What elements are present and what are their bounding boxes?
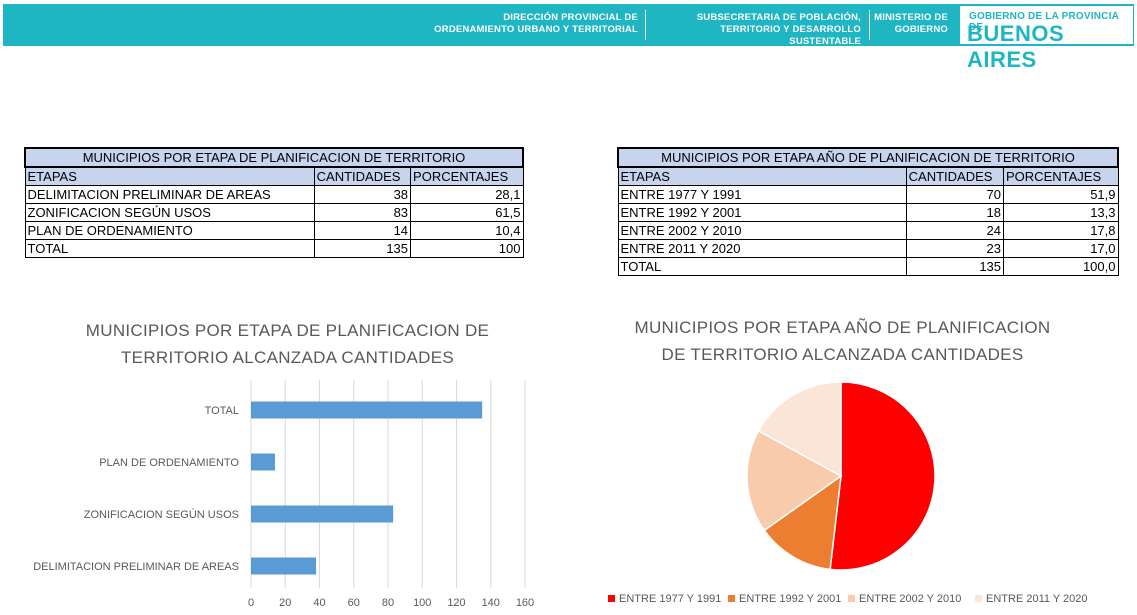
x-tick-label: 40 bbox=[313, 597, 325, 609]
bar-chart-title-line2: TERRITORIO ALCANZADA CANTIDADES bbox=[121, 348, 454, 367]
bar bbox=[251, 505, 394, 523]
pie-slice bbox=[746, 429, 843, 532]
header-etapas: ETAPAS bbox=[617, 166, 907, 186]
bar bbox=[251, 401, 483, 419]
cell-etapa: ENTRE 2002 Y 2010 bbox=[617, 221, 907, 240]
direccion-line1: DIRECCIÓN PROVINCIAL DE bbox=[503, 12, 638, 23]
cell-porcentaje: 13,3 bbox=[1003, 203, 1119, 222]
cell-porcentaje: 10,4 bbox=[410, 221, 524, 240]
cell-cantidad: 135 bbox=[905, 257, 1005, 276]
legend-label: ENTRE 1977 Y 1991 bbox=[619, 593, 721, 605]
subsecretaria-label: SUBSECRETARIA DE POBLACIÓN, TERRITORIO Y… bbox=[648, 12, 861, 48]
direccion-line2: ORDENAMIENTO URBANO Y TERRITORIAL bbox=[434, 24, 638, 35]
legend-swatch bbox=[975, 595, 982, 602]
logo-big-text: BUENOS AIRES bbox=[967, 21, 1065, 72]
legend-label: ENTRE 1992 Y 2001 bbox=[739, 593, 841, 605]
cell-etapa: TOTAL bbox=[24, 239, 315, 258]
x-tick-label: 160 bbox=[516, 597, 534, 609]
cell-etapa: DELIMITACION PRELIMINAR DE AREAS bbox=[24, 185, 315, 204]
x-tick-label: 80 bbox=[382, 597, 394, 609]
pie-slice bbox=[829, 381, 936, 571]
bar-chart-title: MUNICIPIOS POR ETAPA DE PLANIFICACION DE… bbox=[40, 317, 535, 371]
cell-porcentaje: 61,5 bbox=[410, 203, 524, 222]
table-row: PLAN DE ORDENAMIENTO 14 10,4 bbox=[24, 221, 524, 240]
bar-chart: 0 20 40 60 80 100 120 140 160 DELIMITACION PRELIM… bbox=[33, 380, 534, 609]
table-etapa-anio-planificacion: MUNICIPIOS POR ETAPA AÑO DE PLANIFICACIO… bbox=[617, 147, 1119, 276]
buenos-aires-logo: GOBIERNO DE LA PROVINCIA DE BUENOS AIRES bbox=[960, 6, 1133, 72]
y-category-label: TOTAL bbox=[205, 405, 239, 417]
pie-slice bbox=[763, 474, 842, 571]
legend-label: ENTRE 2011 Y 2020 bbox=[986, 593, 1088, 605]
x-tick-label: 0 bbox=[248, 597, 254, 609]
cell-etapa: ENTRE 1992 Y 2001 bbox=[617, 203, 907, 222]
header-cantidades: CANTIDADES bbox=[313, 166, 412, 186]
cell-porcentaje: 17,0 bbox=[1003, 239, 1119, 258]
subsecretaria-line2: TERRITORIO Y DESARROLLO SUSTENTABLE bbox=[720, 24, 861, 47]
legend-label: ENTRE 2002 Y 2010 bbox=[859, 593, 961, 605]
cell-porcentaje: 17,8 bbox=[1003, 221, 1119, 240]
ministerio-label: MINISTERIO DE GOBIERNO bbox=[871, 12, 948, 36]
subsecretaria-line1: SUBSECRETARIA DE POBLACIÓN, bbox=[696, 12, 861, 23]
cell-etapa: ENTRE 2011 Y 2020 bbox=[617, 239, 907, 258]
table-row: ENTRE 1977 Y 1991 70 51,9 bbox=[617, 185, 1119, 204]
header-etapas: ETAPAS bbox=[24, 166, 315, 186]
bar-chart-title-line1: MUNICIPIOS POR ETAPA DE PLANIFICACION DE bbox=[85, 321, 490, 340]
table-title: MUNICIPIOS POR ETAPA DE PLANIFICACION DE… bbox=[24, 147, 524, 168]
x-tick-label: 20 bbox=[279, 597, 291, 609]
y-category-label: PLAN DE ORDENAMIENTO bbox=[99, 457, 239, 469]
bar bbox=[251, 453, 275, 471]
table-row-total: TOTAL 135 100,0 bbox=[617, 257, 1119, 276]
direccion-label: DIRECCIÓN PROVINCIAL DE ORDENAMIENTO URB… bbox=[423, 12, 638, 36]
logo-small-text: GOBIERNO DE LA PROVINCIA DE bbox=[969, 11, 1119, 33]
table-title: MUNICIPIOS POR ETAPA AÑO DE PLANIFICACIO… bbox=[617, 147, 1119, 168]
cell-etapa: PLAN DE ORDENAMIENTO bbox=[24, 221, 315, 240]
x-tick-label: 60 bbox=[348, 597, 360, 609]
header-divider bbox=[869, 10, 870, 40]
legend-swatch bbox=[728, 595, 735, 602]
x-tick-label: 120 bbox=[447, 597, 465, 609]
table-row: ENTRE 2011 Y 2020 23 17,0 bbox=[617, 239, 1119, 258]
header-porcentajes: PORCENTAJES bbox=[1003, 166, 1119, 186]
cell-porcentaje: 100,0 bbox=[1003, 257, 1119, 276]
header-band: DIRECCIÓN PROVINCIAL DE ORDENAMIENTO URB… bbox=[3, 4, 1134, 72]
cell-cantidad: 14 bbox=[313, 221, 412, 240]
table-row-total: TOTAL 135 100 bbox=[24, 239, 524, 258]
pie-chart: ENTRE 1977 Y 1991 ENTRE 1992 Y 2001 ENTRE … bbox=[608, 381, 1088, 605]
cell-cantidad: 24 bbox=[905, 221, 1005, 240]
header-cantidades: CANTIDADES bbox=[905, 166, 1005, 186]
table-row: ENTRE 2002 Y 2010 24 17,8 bbox=[617, 221, 1119, 240]
cell-porcentaje: 28,1 bbox=[410, 185, 524, 204]
cell-porcentaje: 51,9 bbox=[1003, 185, 1119, 204]
cell-cantidad: 83 bbox=[313, 203, 412, 222]
pie-chart-title: MUNICIPIOS POR ETAPA AÑO DE PLANIFICACIO… bbox=[590, 314, 1095, 368]
table-etapa-planificacion: MUNICIPIOS POR ETAPA DE PLANIFICACION DE… bbox=[24, 147, 524, 258]
y-category-label: DELIMITACION PRELIMINAR DE AREAS bbox=[33, 561, 239, 573]
table-row: ENTRE 1992 Y 2001 18 13,3 bbox=[617, 203, 1119, 222]
table-row: ZONIFICACION SEGÚN USOS 83 61,5 bbox=[24, 203, 524, 222]
y-category-label: ZONIFICACION SEGÚN USOS bbox=[84, 508, 239, 521]
cell-etapa: TOTAL bbox=[617, 257, 907, 276]
x-tick-label: 140 bbox=[482, 597, 500, 609]
cell-etapa: ENTRE 1977 Y 1991 bbox=[617, 185, 907, 204]
cell-etapa: ZONIFICACION SEGÚN USOS bbox=[24, 203, 315, 222]
legend-swatch bbox=[848, 595, 855, 602]
cell-cantidad: 18 bbox=[905, 203, 1005, 222]
legend-swatch bbox=[608, 595, 615, 602]
cell-cantidad: 135 bbox=[313, 239, 412, 258]
cell-porcentaje: 100 bbox=[410, 239, 524, 258]
header-porcentajes: PORCENTAJES bbox=[410, 166, 524, 186]
cell-cantidad: 38 bbox=[313, 185, 412, 204]
pie-chart-title-line2: DE TERRITORIO ALCANZADA CANTIDADES bbox=[661, 345, 1024, 364]
bar bbox=[251, 557, 317, 575]
ministerio-line1: MINISTERIO DE bbox=[874, 12, 948, 23]
cell-cantidad: 23 bbox=[905, 239, 1005, 258]
pie-slice bbox=[757, 381, 842, 478]
ministerio-line2: GOBIERNO bbox=[894, 24, 948, 35]
table-row: DELIMITACION PRELIMINAR DE AREAS 38 28,1 bbox=[24, 185, 524, 204]
x-tick-label: 100 bbox=[413, 597, 431, 609]
header-divider bbox=[645, 10, 646, 40]
cell-cantidad: 70 bbox=[905, 185, 1005, 204]
pie-chart-title-line1: MUNICIPIOS POR ETAPA AÑO DE PLANIFICACIO… bbox=[634, 318, 1051, 337]
